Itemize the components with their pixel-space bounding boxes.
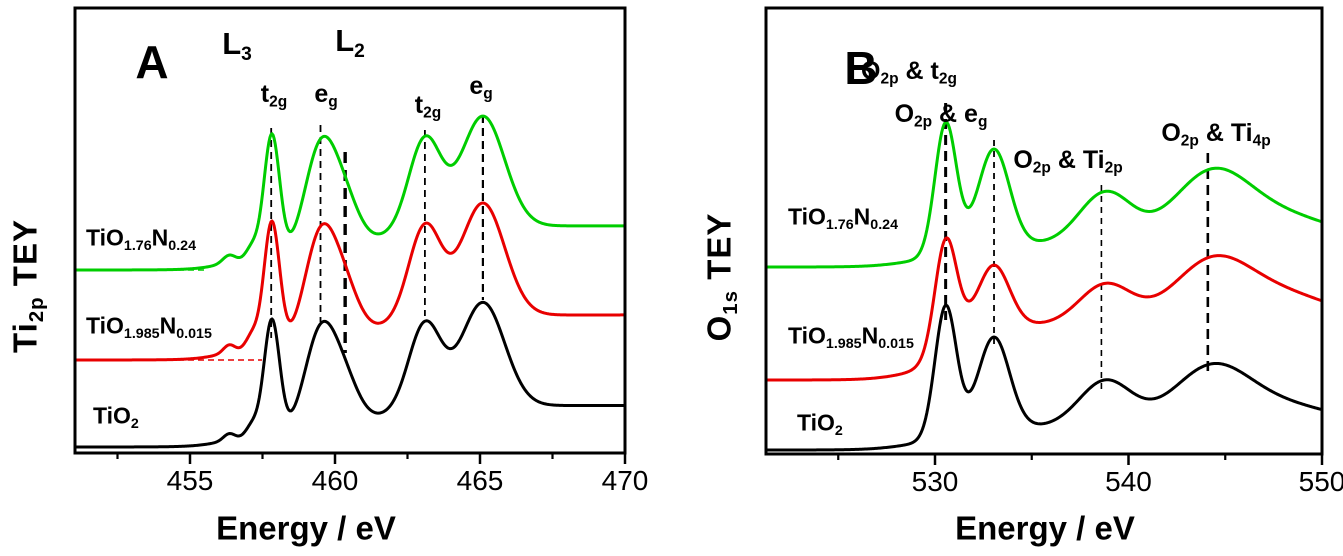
spectrum-curve-TiO1.76N0.24 [75, 114, 625, 272]
panel-A-plot-area [75, 114, 625, 449]
panel-B-plot-area [766, 103, 1322, 452]
spectrum-curve-TiO1.985N0.015 [766, 236, 1322, 382]
panel-A-frame [73, 6, 627, 455]
spectrum-curve-TiO1.985N0.015 [75, 201, 625, 362]
panel-B-frame [764, 6, 1324, 456]
spectrum-curve-TiO2 [766, 303, 1322, 452]
spectrum-curve-TiO1.76N0.24 [766, 120, 1322, 269]
spectrum-curve-TiO2 [75, 300, 625, 449]
